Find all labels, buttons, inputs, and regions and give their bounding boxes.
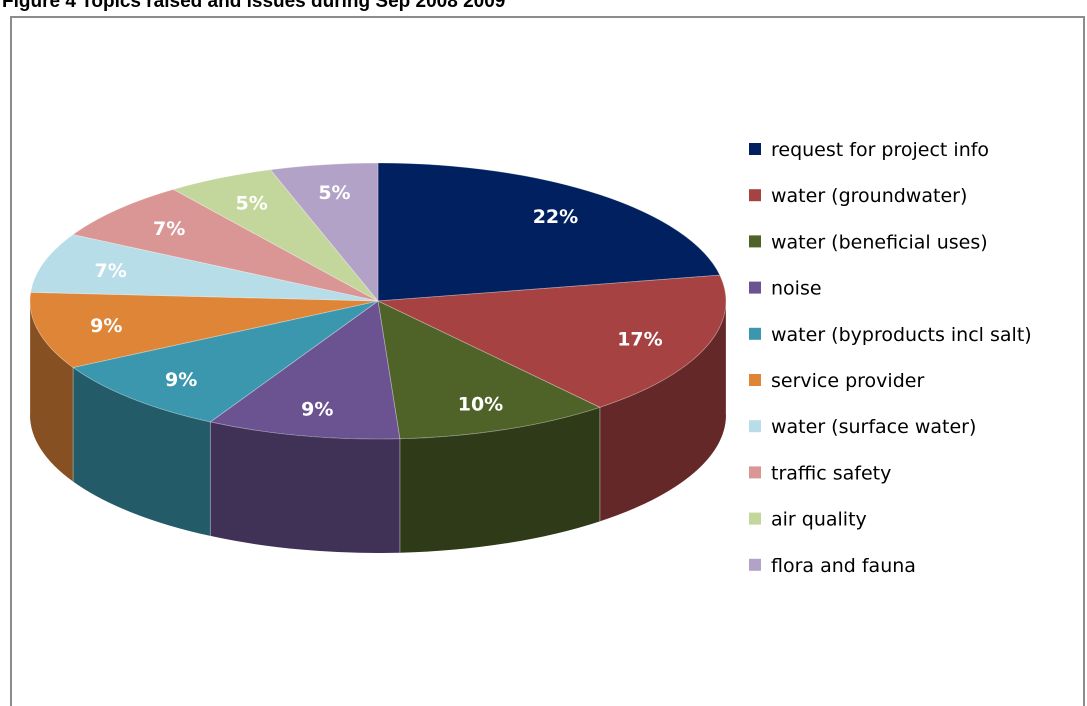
pie-slice-water-byproducts-incl-salt <box>72 300 379 423</box>
legend-label: water (byproducts incl salt) <box>771 324 1032 346</box>
legend-item-service-provider: service provider <box>749 370 924 392</box>
pie-side-water-groundwater <box>599 301 726 522</box>
legend-label: service provider <box>771 370 924 392</box>
pie-side-water-beneficial-uses <box>399 407 600 553</box>
legend-item-air-quality: air quality <box>749 509 867 531</box>
data-label-water-byproducts-incl-salt: 9% <box>165 369 197 391</box>
data-label-water-groundwater: 17% <box>617 328 662 350</box>
legend-swatch <box>749 189 761 202</box>
legend-swatch <box>749 143 761 155</box>
legend-swatch <box>749 327 761 340</box>
figure-caption: Figure 4 Topics raised and issues during… <box>2 0 506 12</box>
legend-item-water-groundwater: water (groundwater) <box>749 185 967 207</box>
pie-slice-traffic-safety <box>72 188 379 302</box>
pie-slice-water-surface-water <box>30 234 379 302</box>
pie-slice-noise <box>209 300 401 440</box>
legend-item-water-beneficial-uses: water (beneficial uses) <box>749 231 988 253</box>
pie-side-noise <box>210 421 400 553</box>
pie-slice-request-for-project-info <box>377 162 721 302</box>
legend-label: water (surface water) <box>771 416 976 438</box>
legend-item-flora-and-fauna: flora and fauna <box>749 555 916 577</box>
legend-label: request for project info <box>771 139 989 161</box>
pie-slice-water-beneficial-uses <box>377 300 601 440</box>
legend-label: water (groundwater) <box>771 185 967 207</box>
data-label-water-beneficial-uses: 10% <box>458 394 503 416</box>
legend-item-water-surface-water: water (surface water) <box>749 416 976 438</box>
legend-item-water-byproducts-incl-salt: water (byproducts incl salt) <box>749 324 1032 346</box>
legend-swatch <box>749 281 761 294</box>
pie-slice-service-provider <box>29 291 379 368</box>
data-label-service-provider: 9% <box>90 315 122 337</box>
pie-slice-air-quality <box>172 169 379 302</box>
legend-label: traffic safety <box>771 462 891 484</box>
chart-legend: request for project info water (groundwat… <box>749 139 1032 577</box>
pie-slice-flora-and-fauna <box>269 162 379 303</box>
legend-swatch <box>749 235 761 248</box>
legend-item-traffic-safety: traffic safety <box>749 462 891 484</box>
legend-swatch <box>749 466 761 479</box>
legend-label: flora and fauna <box>771 555 916 577</box>
data-label-water-surface-water: 7% <box>95 260 127 282</box>
legend-item-noise: noise <box>749 278 822 300</box>
pie-side-water-byproducts-incl-salt <box>73 367 211 536</box>
legend-swatch <box>749 374 761 386</box>
legend-label: noise <box>771 278 822 300</box>
legend-swatch <box>749 512 761 525</box>
data-label-air-quality: 5% <box>235 193 267 215</box>
data-label-traffic-safety: 7% <box>153 218 185 240</box>
pie-side-service-provider <box>30 301 74 482</box>
legend-label: air quality <box>771 509 867 531</box>
legend-swatch <box>749 558 761 571</box>
data-label-request-for-project-info: 22% <box>533 206 578 228</box>
data-label-flora-and-fauna: 5% <box>318 182 350 204</box>
legend-label: water (beneficial uses) <box>771 231 988 253</box>
legend-item-request-for-project-info: request for project info <box>749 139 989 161</box>
pie-slice-water-groundwater <box>376 274 727 408</box>
legend-swatch <box>749 420 761 433</box>
data-label-noise: 9% <box>301 399 333 421</box>
